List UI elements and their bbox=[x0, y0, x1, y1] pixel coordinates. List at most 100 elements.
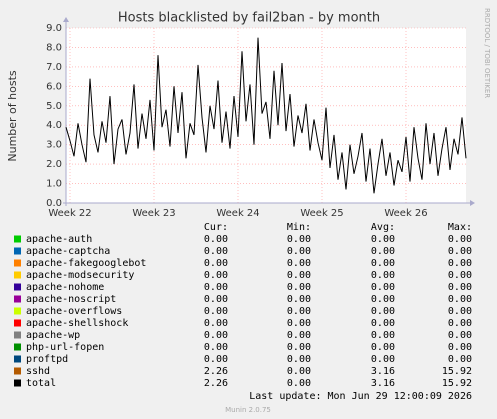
legend-name: apache-fakegooglebot bbox=[26, 258, 146, 269]
legend-name: apache-captcha bbox=[26, 246, 110, 257]
table-cell: 0.00 bbox=[204, 330, 228, 341]
x-tick-label: Week 23 bbox=[132, 208, 175, 219]
plot-area bbox=[66, 28, 466, 203]
y-tick-label: 4.0 bbox=[46, 120, 62, 131]
table-cell: 0.00 bbox=[204, 342, 228, 353]
y-tick-label: 3.0 bbox=[46, 140, 62, 151]
table-header: Avg: bbox=[371, 222, 395, 233]
table-cell: 0.00 bbox=[448, 354, 472, 365]
table-cell: 0.00 bbox=[371, 342, 395, 353]
legend-swatch bbox=[14, 331, 21, 339]
table-cell: 0.00 bbox=[287, 318, 311, 329]
legend-name: apache-shellshock bbox=[26, 318, 128, 329]
legend-swatch bbox=[14, 367, 21, 375]
table-cell: 0.00 bbox=[371, 246, 395, 257]
table-cell: 0.00 bbox=[371, 306, 395, 317]
legend-swatch bbox=[14, 235, 21, 243]
legend-name: apache-overflows bbox=[26, 306, 122, 317]
table-cell: 0.00 bbox=[448, 234, 472, 245]
legend-name: apache-nohome bbox=[26, 282, 104, 293]
table-cell: 0.00 bbox=[204, 258, 228, 269]
table-cell: 0.00 bbox=[448, 282, 472, 293]
table-cell: 0.00 bbox=[287, 378, 311, 389]
table-cell: 0.00 bbox=[371, 270, 395, 281]
series-line bbox=[65, 37, 467, 194]
table-cell: 0.00 bbox=[287, 330, 311, 341]
table-cell: 0.00 bbox=[204, 306, 228, 317]
table-cell: 0.00 bbox=[448, 294, 472, 305]
table-cell: 0.00 bbox=[448, 318, 472, 329]
table-cell: 3.16 bbox=[371, 378, 395, 389]
x-tick-label: Week 22 bbox=[48, 208, 91, 219]
y-tick-label: 1.0 bbox=[46, 179, 62, 190]
legend-swatch bbox=[14, 247, 21, 255]
table-cell: 0.00 bbox=[287, 294, 311, 305]
table-cell: 15.92 bbox=[442, 366, 472, 377]
y-tick-label: 8.0 bbox=[46, 42, 62, 53]
table-cell: 0.00 bbox=[448, 246, 472, 257]
table-cell: 0.00 bbox=[371, 258, 395, 269]
axis-arrow bbox=[470, 200, 475, 206]
table-cell: 0.00 bbox=[287, 306, 311, 317]
table-cell: 0.00 bbox=[287, 234, 311, 245]
table-cell: 0.00 bbox=[448, 330, 472, 341]
table-cell: 0.00 bbox=[204, 234, 228, 245]
y-axis-label: Number of hosts bbox=[6, 70, 19, 162]
x-tick-label: Week 26 bbox=[384, 208, 427, 219]
table-cell: 0.00 bbox=[204, 282, 228, 293]
table-cell: 0.00 bbox=[287, 366, 311, 377]
side-text: RRDTOOL / TOBI OETIKER bbox=[483, 8, 491, 98]
table-header: Max: bbox=[448, 222, 472, 233]
legend-name: sshd bbox=[26, 366, 50, 377]
table-header: Cur: bbox=[204, 222, 228, 233]
y-tick-label: 7.0 bbox=[46, 62, 62, 73]
axis-arrow bbox=[63, 17, 69, 22]
legend-swatch bbox=[14, 355, 21, 363]
table-cell: 0.00 bbox=[287, 342, 311, 353]
legend-name: apache-noscript bbox=[26, 294, 116, 305]
table-cell: 0.00 bbox=[287, 354, 311, 365]
table-cell: 0.00 bbox=[371, 234, 395, 245]
table-cell: 0.00 bbox=[204, 246, 228, 257]
legend-swatch bbox=[14, 379, 21, 387]
table-cell: 0.00 bbox=[287, 270, 311, 281]
table-cell: 0.00 bbox=[204, 294, 228, 305]
legend-name: apache-modsecurity bbox=[26, 270, 134, 281]
legend-name: apache-auth bbox=[26, 234, 92, 245]
table-cell: 0.00 bbox=[204, 270, 228, 281]
table-cell: 0.00 bbox=[371, 282, 395, 293]
table-cell: 0.00 bbox=[371, 294, 395, 305]
table-cell: 2.26 bbox=[204, 366, 228, 377]
table-cell: 0.00 bbox=[448, 342, 472, 353]
table-cell: 0.00 bbox=[204, 354, 228, 365]
chart-title: Hosts blacklisted by fail2ban - by month bbox=[118, 11, 380, 26]
table-cell: 0.00 bbox=[287, 282, 311, 293]
last-update: Last update: Mon Jun 29 12:00:09 2026 bbox=[249, 391, 472, 402]
legend-swatch bbox=[14, 283, 21, 291]
table-cell: 0.00 bbox=[287, 258, 311, 269]
table-cell: 0.00 bbox=[371, 354, 395, 365]
table-cell: 0.00 bbox=[204, 318, 228, 329]
y-tick-label: 9.0 bbox=[46, 23, 62, 34]
table-cell: 3.16 bbox=[371, 366, 395, 377]
legend-name: total bbox=[26, 378, 56, 389]
table-cell: 0.00 bbox=[448, 270, 472, 281]
legend-swatch bbox=[14, 319, 21, 327]
footer: Munin 2.0.75 bbox=[225, 406, 271, 414]
table-cell: 2.26 bbox=[204, 378, 228, 389]
y-tick-label: 6.0 bbox=[46, 81, 62, 92]
legend-swatch bbox=[14, 259, 21, 267]
table-cell: 0.00 bbox=[371, 318, 395, 329]
legend-name: apache-wp bbox=[26, 330, 80, 341]
x-tick-label: Week 25 bbox=[300, 208, 343, 219]
table-header: Min: bbox=[287, 222, 311, 233]
y-tick-label: 2.0 bbox=[46, 159, 62, 170]
legend-swatch bbox=[14, 343, 21, 351]
table-cell: 0.00 bbox=[287, 246, 311, 257]
legend-swatch bbox=[14, 295, 21, 303]
x-tick-label: Week 24 bbox=[216, 208, 259, 219]
legend-swatch bbox=[14, 271, 21, 279]
legend-name: php-url-fopen bbox=[26, 342, 104, 353]
legend-swatch bbox=[14, 307, 21, 315]
